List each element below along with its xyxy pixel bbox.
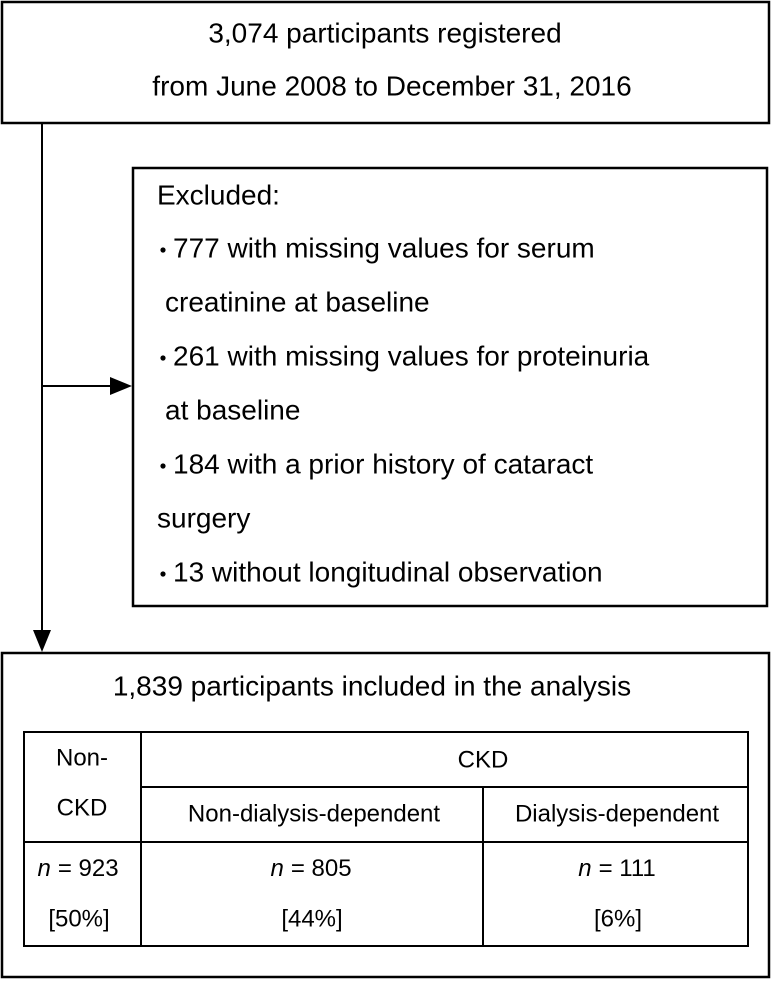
bullet (160, 247, 166, 253)
cell-count: n = 111 (578, 855, 656, 882)
excluded-item: 184 with a prior history of cataract (173, 448, 593, 479)
excluded-box (131, 166, 769, 608)
excluded-item: surgery (157, 502, 250, 533)
cell-count: n = 923 (37, 855, 118, 882)
variable: n (270, 855, 283, 882)
included-title: 1,839 participants included in the analy… (113, 670, 631, 701)
cell-count: n = 805 (270, 855, 351, 882)
registered-box (0, 0, 771, 125)
variable: n (37, 855, 50, 882)
table-border (23, 731, 749, 947)
count: = 111 (599, 855, 656, 882)
arrow-head (110, 377, 132, 395)
box-text: 3,074 participants registered (208, 17, 561, 48)
table-header: Dialysis-dependent (515, 800, 719, 827)
table-header: CKD (57, 794, 108, 821)
excluded-item: 13 without longitudinal observation (173, 556, 603, 587)
bullet (160, 463, 166, 469)
cell-percent: [6%] (594, 905, 642, 932)
table-header: Non- (56, 744, 108, 771)
table-header: Non-dialysis-dependent (188, 800, 440, 827)
included-box (0, 651, 771, 979)
count: = 805 (291, 855, 352, 882)
excluded-item: 261 with missing values for proteinuria (173, 340, 650, 371)
table-body: n = 923 [50%] n = 805 [44%] n = 111 [6%] (37, 855, 655, 932)
cell-percent: [50%] (48, 905, 109, 932)
excluded-item: at baseline (165, 394, 300, 425)
bullet (160, 355, 166, 361)
bullet (160, 571, 166, 577)
excluded-item: creatinine at baseline (165, 286, 430, 317)
count: = 923 (58, 855, 119, 882)
variable: n (578, 855, 591, 882)
cell-percent: [44%] (281, 905, 342, 932)
box-text: from June 2008 to December 31, 2016 (152, 70, 631, 101)
excluded-list: 777 with missing values for serum creatin… (157, 232, 650, 587)
excluded-item: 777 with missing values for serum (173, 232, 595, 263)
arrow-head (33, 630, 51, 652)
table-header: CKD (458, 746, 509, 773)
excluded-title: Excluded: (157, 179, 280, 210)
